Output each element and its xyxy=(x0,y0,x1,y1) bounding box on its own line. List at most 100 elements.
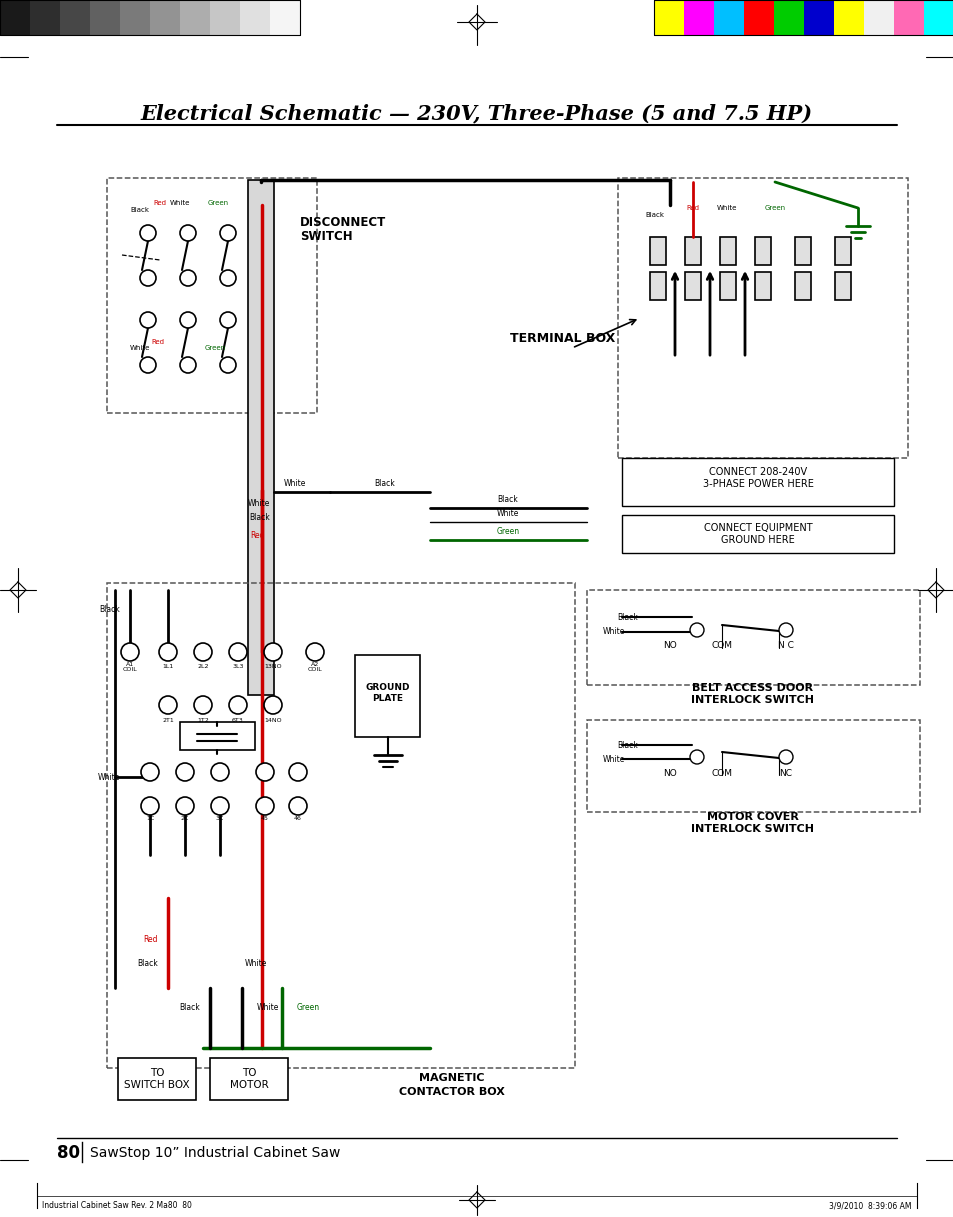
Bar xyxy=(684,273,700,301)
Text: 6T3: 6T3 xyxy=(232,718,244,723)
Text: NO: NO xyxy=(662,768,677,778)
Text: White: White xyxy=(497,510,518,518)
Text: CONNECT 208-240V
3-PHASE POWER HERE: CONNECT 208-240V 3-PHASE POWER HERE xyxy=(701,467,813,489)
Text: MOTOR COVER: MOTOR COVER xyxy=(706,812,798,821)
Circle shape xyxy=(220,270,235,286)
Text: Green: Green xyxy=(496,527,519,537)
Text: SWITCH: SWITCH xyxy=(299,230,353,242)
Bar xyxy=(803,0,833,35)
Text: White: White xyxy=(283,479,306,488)
Text: 1L1: 1L1 xyxy=(162,664,173,669)
Circle shape xyxy=(229,696,247,714)
Bar xyxy=(743,0,773,35)
Bar xyxy=(270,0,299,35)
Bar xyxy=(773,0,803,35)
Text: CONTACTOR BOX: CONTACTOR BOX xyxy=(398,1087,504,1097)
Bar xyxy=(654,0,683,35)
Text: Green: Green xyxy=(207,200,229,206)
Text: White: White xyxy=(248,499,270,507)
Bar xyxy=(754,273,770,301)
Text: SawStop 10” Industrial Cabinet Saw: SawStop 10” Industrial Cabinet Saw xyxy=(90,1146,340,1160)
Text: TO
SWITCH BOX: TO SWITCH BOX xyxy=(124,1069,190,1089)
Text: 13NO: 13NO xyxy=(264,664,281,669)
Text: DISCONNECT: DISCONNECT xyxy=(299,215,386,229)
Bar xyxy=(649,273,665,301)
Text: Black: Black xyxy=(179,1004,200,1013)
Bar xyxy=(248,180,274,695)
Circle shape xyxy=(140,270,156,286)
Text: TO
MOTOR: TO MOTOR xyxy=(230,1069,268,1089)
Text: Red: Red xyxy=(143,936,158,944)
Bar xyxy=(90,0,120,35)
Text: A2
COIL: A2 COIL xyxy=(307,662,322,673)
Text: Black: Black xyxy=(617,612,638,622)
Text: Red: Red xyxy=(152,340,164,344)
Text: MAGNETIC: MAGNETIC xyxy=(418,1073,484,1083)
Circle shape xyxy=(779,750,792,764)
Circle shape xyxy=(159,696,177,714)
Bar xyxy=(240,0,270,35)
Bar xyxy=(60,0,90,35)
Text: NO: NO xyxy=(662,641,677,651)
Bar xyxy=(893,0,923,35)
Bar xyxy=(180,722,254,750)
Text: CONNECT EQUIPMENT
GROUND HERE: CONNECT EQUIPMENT GROUND HERE xyxy=(703,523,811,545)
Circle shape xyxy=(175,763,193,781)
Bar xyxy=(210,1058,288,1100)
Text: White: White xyxy=(602,628,625,636)
Circle shape xyxy=(220,357,235,372)
Circle shape xyxy=(193,643,212,661)
Text: 3L3: 3L3 xyxy=(232,664,244,669)
Bar xyxy=(210,0,240,35)
Bar xyxy=(618,178,907,458)
Text: White: White xyxy=(256,1004,279,1013)
Text: Black: Black xyxy=(375,479,395,488)
Circle shape xyxy=(140,357,156,372)
Text: NC: NC xyxy=(779,768,792,778)
Circle shape xyxy=(180,357,195,372)
Bar xyxy=(118,1058,195,1100)
Text: 80: 80 xyxy=(57,1144,80,1162)
Text: White: White xyxy=(245,959,267,968)
Bar xyxy=(355,655,419,738)
Text: Red: Red xyxy=(686,204,699,211)
Text: White: White xyxy=(130,344,150,350)
Text: BELT ACCESS DOOR: BELT ACCESS DOOR xyxy=(692,683,813,692)
Bar xyxy=(30,0,60,35)
Text: White: White xyxy=(97,774,120,783)
Circle shape xyxy=(689,750,703,764)
Text: Black: Black xyxy=(249,514,270,522)
Circle shape xyxy=(180,270,195,286)
Text: 2C: 2C xyxy=(181,815,189,820)
Bar xyxy=(720,237,735,265)
Circle shape xyxy=(220,312,235,329)
Text: Green: Green xyxy=(204,344,225,350)
Circle shape xyxy=(180,225,195,241)
Bar xyxy=(923,0,953,35)
Text: Black: Black xyxy=(99,606,120,615)
Circle shape xyxy=(211,763,229,781)
Circle shape xyxy=(779,623,792,636)
Text: GROUND
PLATE: GROUND PLATE xyxy=(365,683,410,702)
Circle shape xyxy=(289,763,307,781)
Bar xyxy=(107,583,575,1069)
Text: Industrial Cabinet Saw Rev. 2 Ma80  80: Industrial Cabinet Saw Rev. 2 Ma80 80 xyxy=(42,1201,192,1211)
Text: Black: Black xyxy=(617,740,638,750)
Bar xyxy=(107,178,316,413)
Circle shape xyxy=(264,696,282,714)
Bar xyxy=(713,0,743,35)
Text: Red: Red xyxy=(251,531,265,539)
Circle shape xyxy=(264,643,282,661)
Text: 1T2: 1T2 xyxy=(197,718,209,723)
Circle shape xyxy=(141,797,159,815)
Text: 3C: 3C xyxy=(215,815,224,820)
Text: N C: N C xyxy=(778,641,793,651)
Circle shape xyxy=(255,763,274,781)
Text: A1
COIL: A1 COIL xyxy=(123,662,137,673)
Circle shape xyxy=(175,797,193,815)
Text: COM: COM xyxy=(711,641,732,651)
Circle shape xyxy=(220,225,235,241)
Text: Black: Black xyxy=(131,207,150,213)
Circle shape xyxy=(140,225,156,241)
Bar xyxy=(754,237,770,265)
